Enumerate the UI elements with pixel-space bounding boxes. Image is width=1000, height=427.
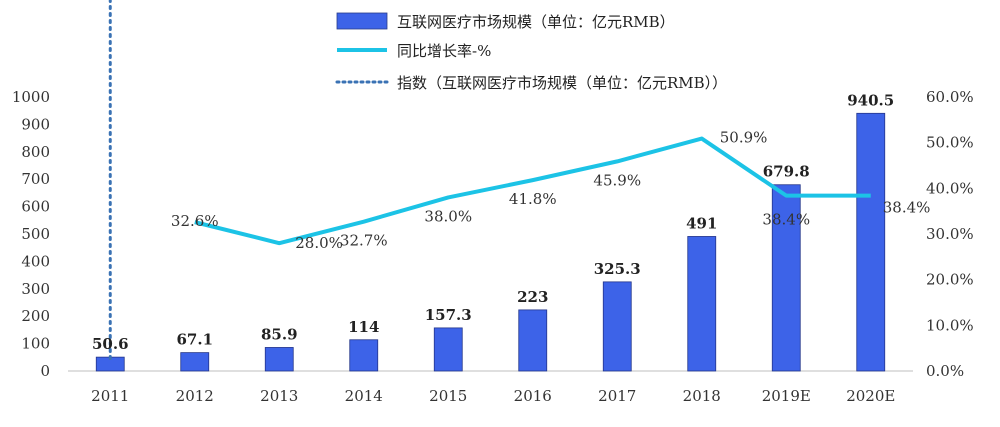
bar <box>856 112 886 372</box>
growth-rate-label: 38.4% <box>883 199 931 217</box>
growth-rate-label: 38.4% <box>762 211 810 229</box>
y-left-tick-label: 800 <box>21 143 50 161</box>
legend: 互联网医疗市场规模（单位：亿元RMB） 同比增长率-% 指数（互联网医疗市场规模（单… <box>335 12 727 92</box>
growth-rate-label: 28.0% <box>295 234 343 252</box>
y-left-tick-label: 100 <box>21 335 50 353</box>
y-left-tick-label: 1000 <box>12 88 50 106</box>
x-tick-label: 2017 <box>598 387 636 405</box>
y-left-tick-label: 300 <box>21 280 50 298</box>
bar-value-label: 679.8 <box>763 163 810 181</box>
y-left-tick-label: 900 <box>21 115 50 133</box>
growth-rate-label: 41.8% <box>509 190 557 208</box>
bar-value-label: 325.3 <box>594 260 641 278</box>
x-tick-label: 2013 <box>260 387 298 405</box>
x-tick-label: 2014 <box>345 387 383 405</box>
y-left-tick-label: 400 <box>21 252 50 270</box>
y-right-tick-label: 30.0% <box>926 225 974 243</box>
legend-label-bar: 互联网医疗市场规模（单位：亿元RMB） <box>397 13 675 31</box>
y-right-tick-label: 60.0% <box>926 88 974 106</box>
x-tick-label: 2015 <box>429 387 467 405</box>
y-left-tick-label: 0 <box>40 362 50 380</box>
bar <box>180 352 210 372</box>
data-labels: 50.6 67.1 85.9 114 157.3 223 325.3 491 679.8 940.… <box>92 91 930 353</box>
x-tick-label: 2012 <box>176 387 214 405</box>
bars <box>95 112 886 372</box>
axes: 0 100 200 300 400 500 600 700 800 900 1000 0.0% 10.0… <box>12 88 974 405</box>
bar-value-label: 491 <box>686 214 717 232</box>
bar <box>771 184 801 372</box>
y-right-tick-label: 40.0% <box>926 179 974 197</box>
bar-value-label: 85.9 <box>261 325 298 343</box>
growth-rate-label: 45.9% <box>593 171 641 189</box>
bar <box>264 347 294 372</box>
bar <box>518 309 548 372</box>
legend-label-trendline: 指数（互联网医疗市场规模（单位：亿元RMB）） <box>397 74 727 92</box>
legend-label-line: 同比增长率-% <box>397 42 491 60</box>
growth-rate-label: 32.6% <box>171 212 219 230</box>
bar <box>433 327 463 372</box>
bar <box>687 236 717 372</box>
y-right-tick-label: 50.0% <box>926 134 974 152</box>
bar-value-label: 50.6 <box>92 335 129 353</box>
legend-swatch-bar <box>336 12 388 30</box>
growth-rate-label: 38.0% <box>424 207 472 225</box>
y-left-tick-label: 700 <box>21 170 50 188</box>
growth-rate-label: 50.9% <box>720 129 768 147</box>
x-tick-label: 2011 <box>91 387 129 405</box>
bar-value-label: 157.3 <box>425 306 472 324</box>
growth-rate-label: 32.7% <box>340 232 388 250</box>
y-right-tick-label: 20.0% <box>926 271 974 289</box>
bar-value-label: 114 <box>348 318 379 336</box>
x-tick-label: 2016 <box>514 387 552 405</box>
y-left-tick-label: 500 <box>21 225 50 243</box>
x-tick-label: 2020E <box>846 387 895 405</box>
growth-rate-line <box>194 136 871 246</box>
bar-value-label: 940.5 <box>847 91 894 109</box>
y-left-tick-label: 200 <box>21 307 50 325</box>
x-tick-label: 2018 <box>683 387 721 405</box>
bar <box>602 281 632 372</box>
y-right-tick-label: 0.0% <box>926 362 964 380</box>
bar-value-label: 223 <box>517 288 548 306</box>
growth-line-layer <box>194 136 871 246</box>
bar <box>349 339 379 372</box>
y-left-tick-label: 600 <box>21 198 50 216</box>
y-right-tick-label: 10.0% <box>926 316 974 334</box>
x-tick-label: 2019E <box>762 387 811 405</box>
bar-value-label: 67.1 <box>176 331 213 349</box>
